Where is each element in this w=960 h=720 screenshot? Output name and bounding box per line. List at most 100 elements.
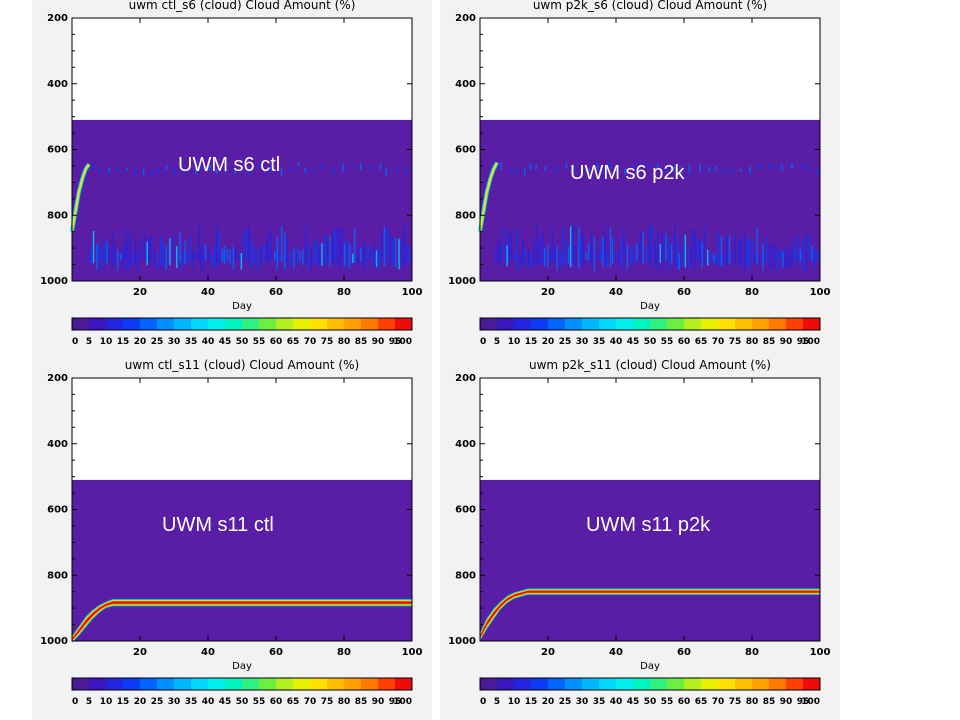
cloud-streak (172, 235, 175, 261)
x-tick-label: 20 (541, 287, 555, 298)
cloud-streak (274, 250, 276, 261)
cloud-streak (713, 254, 715, 263)
cloud-streak (360, 248, 362, 262)
colorbar-label: 45 (627, 697, 640, 707)
overlay-label: UWM s6 ctl (178, 154, 280, 176)
cloud-streak (305, 226, 307, 263)
cloud-streak (313, 238, 315, 265)
cloud-streak (189, 236, 192, 262)
colorbar-label: 60 (270, 337, 283, 347)
colorbar-label: 75 (321, 337, 334, 347)
cloud-streak (775, 165, 778, 170)
colorbar-segment (106, 678, 124, 690)
colorbar-label: 75 (729, 337, 742, 347)
cloud-streak (276, 237, 278, 271)
x-axis-label: Day (232, 301, 252, 312)
colorbar-label: 60 (678, 697, 691, 707)
x-tick-label: 40 (609, 647, 623, 658)
x-tick-label: 60 (269, 287, 283, 298)
cloud-streak (609, 227, 612, 267)
cloud-streak (699, 164, 701, 173)
colorbar-frame (71, 677, 413, 691)
colorbar-segment (174, 678, 192, 690)
y-tick-label: 600 (47, 505, 68, 516)
cloud-streak (611, 238, 614, 264)
cloud-streak (307, 242, 309, 269)
cloud-streak (233, 168, 236, 174)
cloud-streak (770, 241, 773, 271)
cloud-streak (353, 228, 356, 264)
cloud-streak (111, 231, 114, 268)
cloud-streak (720, 236, 723, 266)
colorbar-label: 60 (270, 697, 283, 707)
cloud-streak (248, 167, 250, 176)
colorbar-segment (140, 318, 158, 330)
cloud-streak (574, 245, 577, 267)
x-tick-label: 40 (609, 287, 623, 298)
colorbar-label: 90 (372, 697, 385, 707)
cloud-streak (248, 226, 250, 261)
colorbar-segment (480, 318, 498, 330)
cloud-streak (756, 228, 758, 265)
cloud-streak (578, 226, 580, 270)
colorbar-label: 70 (304, 697, 317, 707)
colorbar-label: 50 (236, 697, 249, 707)
cloud-streak (659, 244, 661, 263)
colorbar-segment (140, 678, 158, 690)
colorbar-segment (752, 318, 770, 330)
colorbar-label: 40 (202, 697, 215, 707)
cloud-streak (87, 251, 89, 267)
colorbar-segment (72, 678, 90, 690)
colorbar-segment (531, 678, 549, 690)
x-axis-label: Day (640, 301, 660, 312)
cloud-streak (129, 231, 131, 268)
colorbar-label: 80 (746, 337, 759, 347)
cloud-streak (728, 235, 731, 265)
cloud-streak (229, 249, 231, 265)
y-tick-label: 600 (455, 505, 476, 516)
colorbar: 0 5 10 15 20 25 30 35 40 45 50 55 60 65 70 75 80 85 90 9510… (479, 677, 821, 707)
cloud-streak (618, 250, 620, 267)
cloud-streak (731, 167, 734, 174)
cloud-streak (701, 241, 703, 268)
cloud-streak (645, 247, 648, 261)
cloud-streak (378, 247, 380, 271)
colorbar-segment (344, 678, 362, 690)
cloud-streak (209, 164, 211, 171)
cloud-streak (703, 226, 706, 265)
colorbar-label: 45 (219, 697, 232, 707)
cloud-streak (555, 166, 557, 174)
y-tick-label: 1000 (40, 276, 68, 287)
colorbar-segment (650, 678, 668, 690)
colorbar: 0 5 10 15 20 25 30 35 40 45 50 55 60 65 70 75 80 85 90 9510… (71, 317, 413, 347)
cloud-streak (581, 166, 584, 171)
cloud-streak (500, 162, 502, 170)
colorbar-label: 35 (185, 697, 198, 707)
colorbar-label: 25 (151, 697, 164, 707)
cloud-streak (221, 249, 224, 263)
x-tick-label: 100 (402, 287, 423, 298)
colorbar-label: 25 (559, 697, 572, 707)
colorbar-label: 60 (678, 337, 691, 347)
cloud-streak (184, 240, 186, 265)
colorbar-segment (701, 678, 719, 690)
colorbar-label: 70 (304, 337, 317, 347)
cloud-streak (604, 228, 606, 262)
cloud-streak (523, 168, 526, 175)
colorbar-label: 65 (695, 697, 708, 707)
colorbar-label: 10 (100, 697, 113, 707)
cloud-streak (103, 238, 105, 262)
cloud-streak (365, 246, 367, 266)
cloud-streak (543, 247, 546, 267)
colorbar-segment (208, 318, 226, 330)
cloud-streak (779, 248, 782, 262)
colorbar-label: 80 (746, 697, 759, 707)
cloud-streak (245, 229, 248, 264)
cloud-streak (106, 241, 108, 266)
cloud-streak (751, 239, 753, 261)
cloud-streak (710, 250, 712, 262)
cloud-streak (192, 251, 194, 270)
colorbar-segment (395, 318, 413, 330)
colorbar-label: 70 (712, 337, 725, 347)
cloud-streak (633, 246, 635, 266)
